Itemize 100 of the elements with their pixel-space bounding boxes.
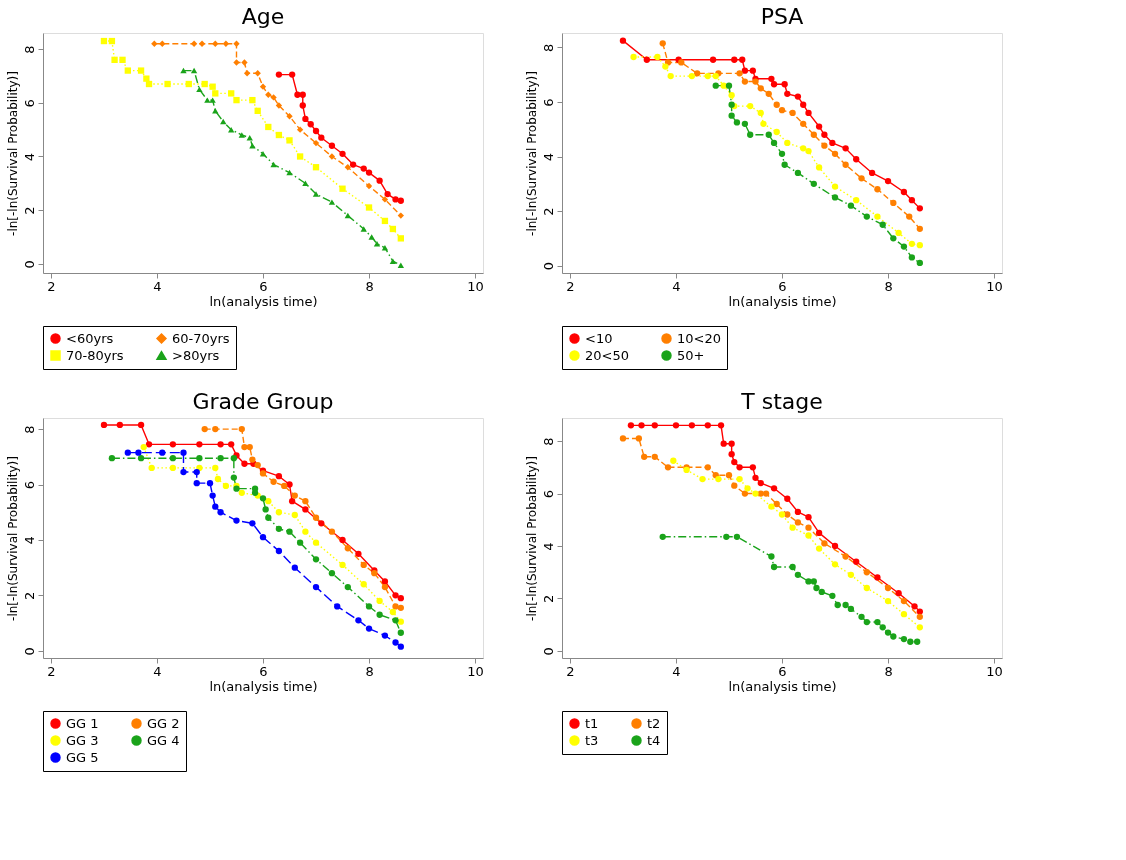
point bbox=[222, 482, 230, 490]
point bbox=[890, 633, 897, 640]
point bbox=[863, 569, 870, 576]
point bbox=[757, 85, 764, 92]
point bbox=[641, 453, 648, 460]
point bbox=[720, 440, 727, 447]
point bbox=[238, 425, 245, 433]
y-tick-label: 0 bbox=[21, 647, 37, 656]
point bbox=[821, 142, 828, 149]
point bbox=[212, 464, 219, 472]
point bbox=[368, 234, 375, 240]
point bbox=[296, 539, 304, 546]
point bbox=[789, 524, 796, 531]
point bbox=[222, 40, 230, 47]
x-tick-label: 4 bbox=[672, 663, 681, 679]
point bbox=[286, 113, 293, 120]
point bbox=[148, 464, 155, 472]
point bbox=[704, 422, 711, 429]
point bbox=[842, 145, 849, 152]
point bbox=[243, 70, 251, 77]
y-tick-label: 0 bbox=[540, 262, 556, 271]
point bbox=[741, 490, 749, 497]
x-tick-label: 8 bbox=[884, 663, 893, 679]
point bbox=[831, 150, 839, 157]
y-tick-label: 8 bbox=[21, 45, 37, 54]
point bbox=[670, 457, 677, 464]
point bbox=[307, 121, 314, 128]
x-axis-title: ln(analysis time) bbox=[209, 293, 318, 309]
point bbox=[328, 142, 336, 149]
point bbox=[731, 482, 738, 489]
legend-label: 60-70yrs bbox=[172, 330, 230, 346]
y-tick-label: 0 bbox=[540, 647, 556, 656]
point bbox=[137, 67, 145, 74]
point bbox=[723, 533, 730, 540]
point bbox=[741, 78, 749, 85]
x-axis-title: ln(analysis time) bbox=[728, 678, 837, 694]
y-tick-label: 6 bbox=[540, 489, 556, 499]
point bbox=[164, 80, 171, 88]
legend-label: GG 3 bbox=[66, 732, 99, 748]
point bbox=[259, 151, 267, 157]
point bbox=[800, 145, 807, 152]
point bbox=[916, 624, 923, 631]
point bbox=[704, 464, 711, 471]
point bbox=[773, 500, 780, 508]
point bbox=[265, 91, 272, 98]
point bbox=[135, 449, 142, 456]
point bbox=[201, 425, 208, 433]
point bbox=[831, 561, 839, 568]
point bbox=[858, 613, 865, 620]
point bbox=[694, 70, 701, 77]
point bbox=[688, 72, 696, 80]
point bbox=[249, 520, 256, 527]
point bbox=[800, 120, 807, 127]
point bbox=[270, 94, 277, 101]
point bbox=[784, 495, 791, 502]
point bbox=[241, 443, 248, 451]
point bbox=[254, 107, 261, 115]
point bbox=[770, 485, 778, 492]
point bbox=[900, 188, 908, 196]
point bbox=[768, 75, 775, 82]
point bbox=[360, 581, 367, 588]
point bbox=[212, 40, 219, 47]
point bbox=[344, 164, 351, 171]
chart-title: T stage bbox=[740, 389, 823, 414]
point bbox=[916, 242, 923, 249]
x-tick-label: 6 bbox=[259, 278, 268, 294]
point bbox=[900, 635, 908, 643]
legend-label: t2 bbox=[647, 715, 661, 731]
point bbox=[821, 540, 828, 547]
point bbox=[762, 490, 770, 497]
point bbox=[736, 70, 743, 77]
point bbox=[397, 643, 404, 650]
point bbox=[204, 97, 211, 103]
point bbox=[651, 453, 658, 460]
point bbox=[664, 464, 672, 471]
point bbox=[108, 455, 116, 462]
point bbox=[302, 497, 309, 505]
y-axis-title: -ln[-ln(Survival Probability)] bbox=[524, 71, 539, 236]
point bbox=[863, 584, 870, 592]
point bbox=[635, 435, 643, 442]
point bbox=[868, 169, 876, 177]
point bbox=[810, 578, 817, 585]
point bbox=[381, 217, 389, 225]
point bbox=[884, 629, 892, 636]
point bbox=[829, 592, 836, 599]
point bbox=[747, 102, 754, 110]
x-tick-label: 6 bbox=[778, 278, 787, 294]
point bbox=[879, 221, 886, 228]
point bbox=[815, 123, 823, 130]
point bbox=[318, 520, 325, 527]
x-tick-label: 10 bbox=[467, 663, 484, 679]
y-tick-label: 0 bbox=[21, 260, 37, 269]
point bbox=[124, 67, 131, 74]
point bbox=[381, 196, 389, 203]
point bbox=[778, 150, 786, 157]
x-axis-title: ln(analysis time) bbox=[209, 678, 318, 694]
point bbox=[728, 451, 735, 458]
point bbox=[180, 468, 187, 476]
point bbox=[169, 441, 177, 448]
x-tick-label: 2 bbox=[47, 278, 56, 294]
